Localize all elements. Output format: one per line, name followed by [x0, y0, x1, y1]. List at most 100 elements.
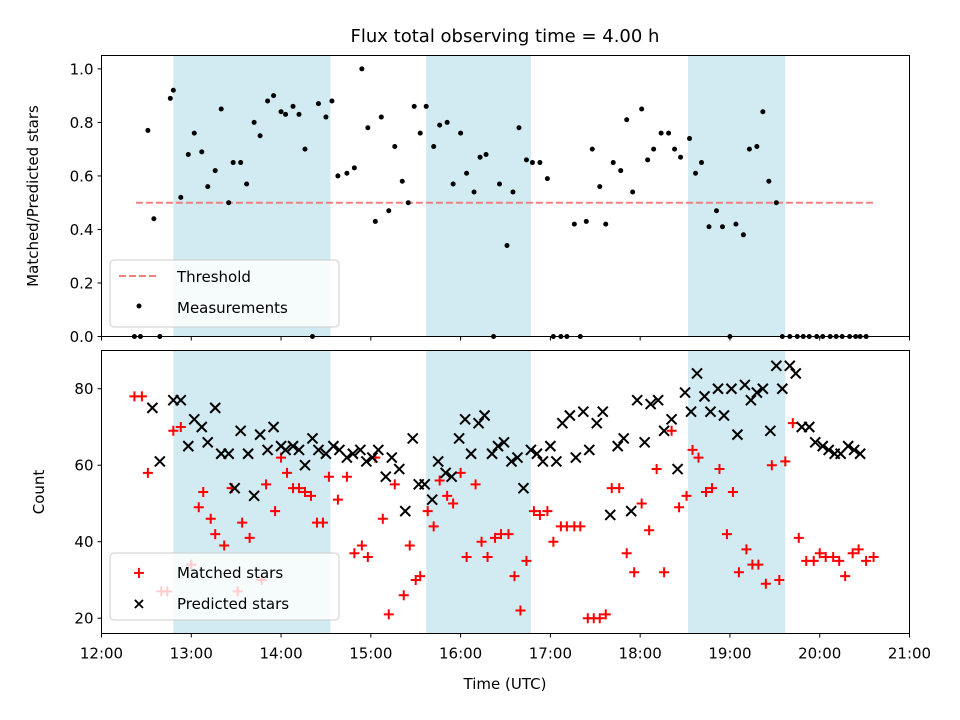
- y-tick-label: 80: [74, 380, 93, 398]
- measurement-point: [399, 178, 405, 184]
- measurement-point: [212, 168, 218, 174]
- measurement-point: [271, 93, 277, 99]
- measurement-point: [471, 189, 477, 195]
- matched-point: [442, 490, 453, 501]
- measurement-point: [145, 127, 151, 133]
- matched-point: [377, 513, 388, 524]
- predicted-point: [347, 448, 359, 460]
- matched-point: [490, 532, 501, 543]
- measurement-point: [760, 109, 766, 115]
- predicted-point: [525, 444, 537, 456]
- predicted-point: [222, 448, 235, 460]
- measurement-point: [238, 160, 244, 166]
- matched-point: [428, 521, 439, 532]
- x-tick-label: 13:00: [170, 645, 213, 663]
- predicted-point: [644, 398, 657, 410]
- predicted-point: [544, 440, 557, 452]
- predicted-point: [386, 451, 398, 464]
- predicted-point: [511, 451, 524, 464]
- predicted-point: [312, 444, 325, 456]
- measurement-point: [178, 194, 184, 200]
- measurement-point: [329, 98, 335, 104]
- predicted-point: [380, 470, 392, 483]
- predicted-point: [757, 383, 769, 395]
- predicted-point: [248, 490, 260, 502]
- matched-point: [455, 467, 466, 478]
- measurement-point: [437, 122, 443, 128]
- measurement-point: [378, 114, 384, 120]
- matched-point: [210, 529, 221, 540]
- predicted-point: [426, 493, 438, 506]
- predicted-point: [196, 421, 208, 433]
- measurement-point: [458, 130, 464, 136]
- matched-point: [282, 467, 293, 478]
- matched-point: [237, 517, 248, 528]
- matched-point: [847, 548, 858, 559]
- matched-point: [305, 490, 316, 501]
- measurement-point: [199, 149, 205, 155]
- x-tick-label: 15:00: [349, 645, 392, 663]
- measurement-point: [230, 160, 236, 166]
- predicted-point: [665, 413, 678, 426]
- matched-point: [600, 609, 611, 620]
- measurement-point: [699, 160, 705, 166]
- measurement-point: [740, 232, 746, 238]
- predicted-point: [685, 405, 697, 418]
- predicted-point: [393, 463, 405, 475]
- predicted-point: [445, 470, 458, 483]
- predicted-point: [453, 432, 465, 445]
- predicted-point: [854, 448, 866, 460]
- matched-point: [727, 487, 738, 497]
- predicted-point: [299, 459, 311, 471]
- measurement-point: [464, 170, 470, 176]
- measurement-point: [205, 184, 211, 190]
- matched-point: [476, 536, 487, 547]
- x-tick-label: 20:00: [798, 645, 841, 663]
- measurement-point: [624, 117, 630, 123]
- matched-point: [404, 540, 415, 551]
- predicted-point: [617, 432, 630, 445]
- matched-point: [398, 590, 409, 601]
- predicted-point: [570, 451, 582, 464]
- measurement-point: [666, 130, 672, 136]
- predicted-point: [407, 432, 419, 445]
- matched-point: [834, 555, 845, 566]
- y-tick-label: 0.8: [70, 114, 94, 132]
- measurement-point: [672, 146, 678, 152]
- measurement-point: [529, 160, 535, 166]
- predicted-point: [234, 425, 247, 437]
- predicted-point: [341, 451, 353, 464]
- measurement-point: [185, 152, 191, 158]
- measurement-point: [372, 218, 378, 224]
- matched-point: [644, 525, 655, 536]
- predicted-point: [182, 440, 194, 452]
- legend-threshold-label: Threshold: [176, 268, 251, 286]
- matched-point: [774, 574, 785, 585]
- predicted-point: [612, 440, 624, 452]
- x-tick-label: 21:00: [888, 645, 931, 663]
- legend-measurements-swatch: [136, 303, 142, 309]
- matched-point: [706, 483, 717, 494]
- y-tick-label: 0.0: [70, 328, 94, 346]
- predicted-point: [803, 421, 815, 433]
- measurement-point: [618, 168, 624, 174]
- matched-point: [693, 452, 704, 463]
- y-tick-label: 60: [74, 457, 93, 475]
- measurement-point: [746, 146, 752, 152]
- measurement-point: [630, 189, 636, 195]
- matched-point: [659, 567, 670, 578]
- predicted-point: [360, 455, 373, 468]
- predicted-point: [531, 448, 543, 460]
- matched-point: [674, 502, 685, 513]
- matched-point: [332, 494, 343, 505]
- predicted-point: [790, 367, 802, 380]
- predicted-point: [776, 383, 789, 395]
- measurement-point: [678, 154, 684, 160]
- shaded-interval: [426, 55, 531, 337]
- x-tick-label: 18:00: [619, 645, 662, 663]
- measurement-point: [510, 189, 516, 195]
- measurement-point: [603, 221, 609, 227]
- predicted-point: [418, 478, 431, 491]
- count-series: [129, 360, 879, 624]
- predicted-point: [472, 417, 485, 429]
